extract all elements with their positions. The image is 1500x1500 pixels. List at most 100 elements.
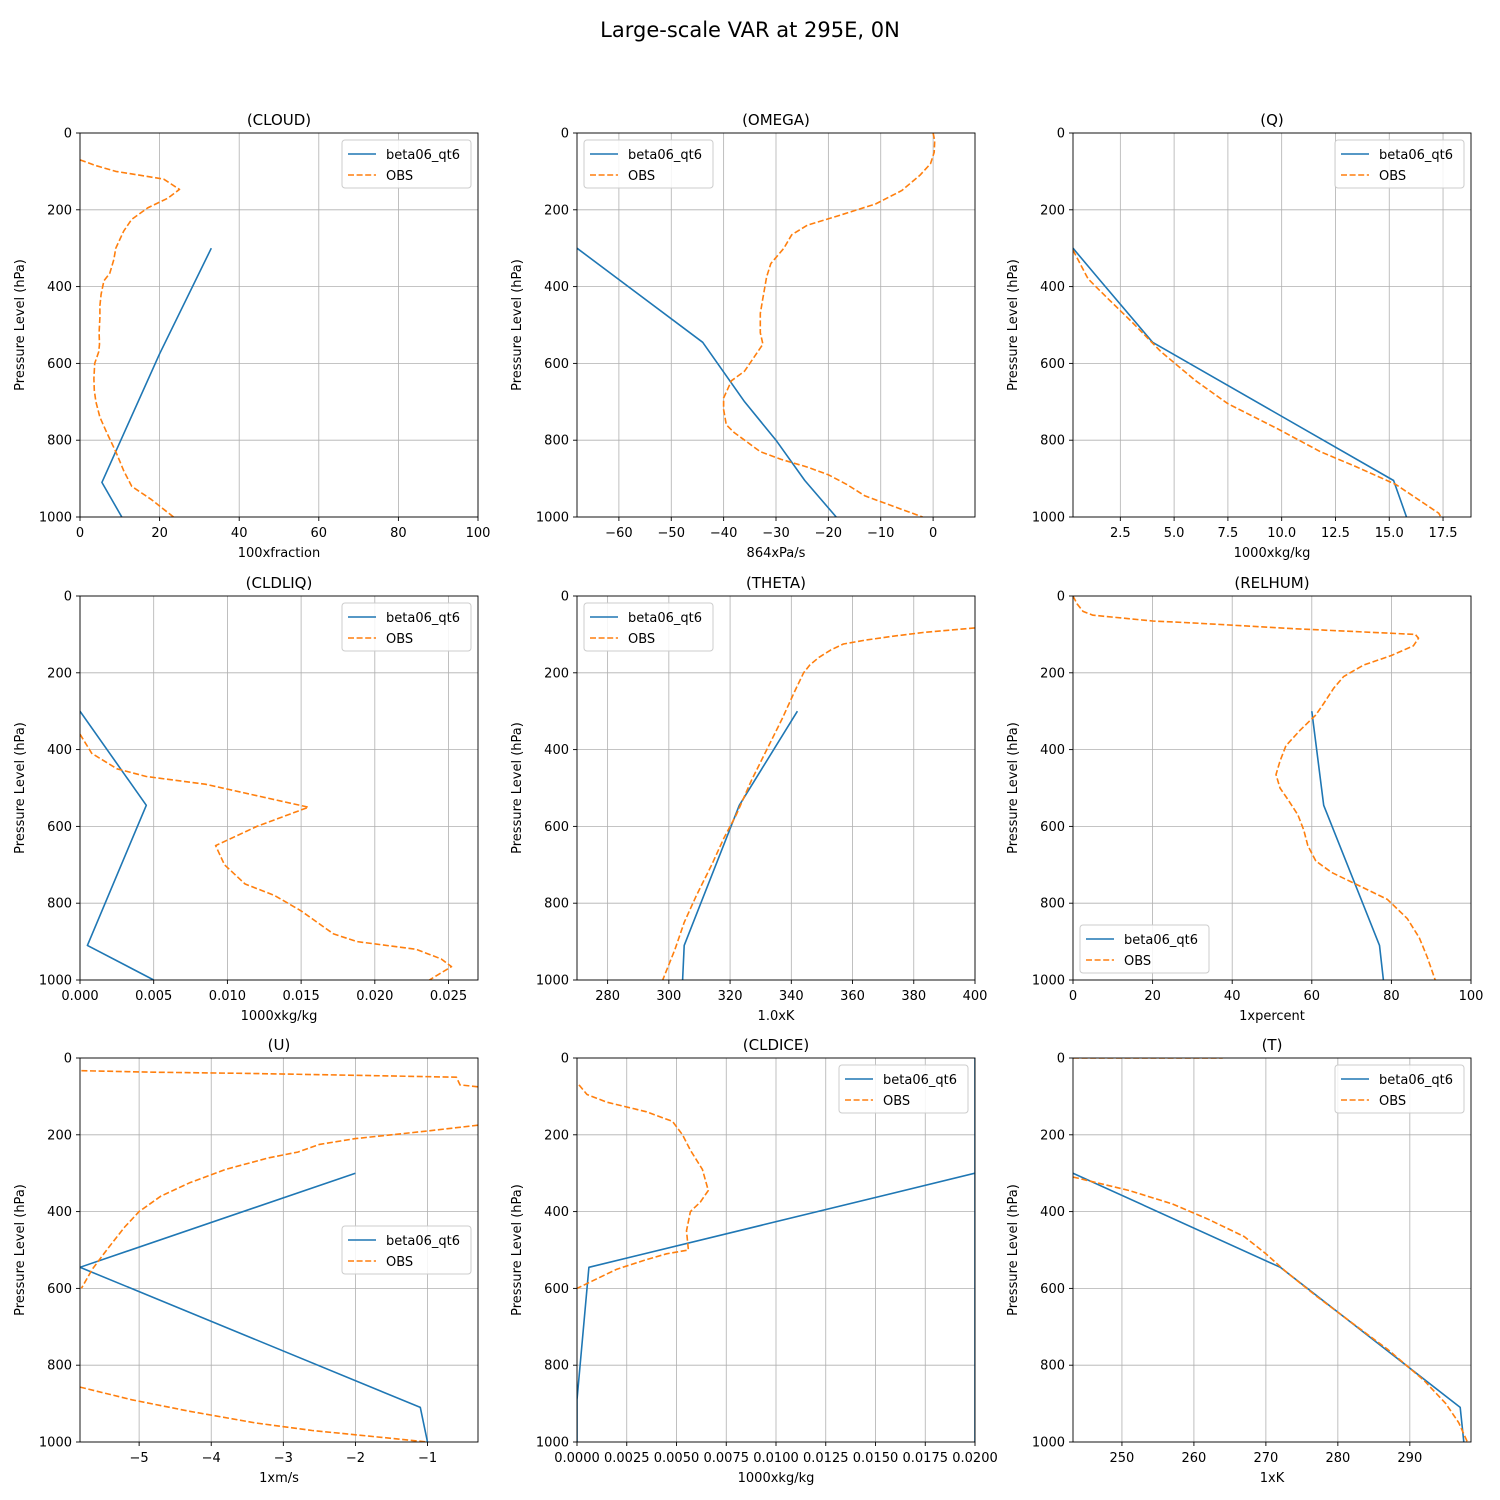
obs-series-line — [1073, 596, 1436, 980]
x-tick-label: 0 — [76, 526, 84, 541]
x-tick-label: 340 — [779, 989, 804, 1004]
axes-frame — [79, 132, 479, 518]
y-axis-label: Pressure Level (hPa) — [1006, 1184, 1021, 1316]
y-tick-label: 600 — [1040, 357, 1065, 372]
subplot-q: 2.5 5.0 7.5 10.0 12.5 15.0 17.5 0 200 400 600 800 10… — [1006, 111, 1472, 561]
legend-label: OBS — [1379, 169, 1406, 184]
series-group — [80, 1069, 478, 1442]
x-tick-label: 0.0075 — [704, 1451, 750, 1466]
y-tick-label: 400 — [544, 743, 569, 758]
y-tick-label: 200 — [47, 666, 72, 681]
model-series-line — [1311, 711, 1385, 980]
x-tick-label: −60 — [605, 526, 632, 541]
axes-frame — [79, 1057, 479, 1443]
legend-label: beta06_qt6 — [1124, 933, 1198, 948]
axes-frame — [576, 595, 976, 981]
y-tick-label: 1000 — [39, 974, 72, 989]
legend: beta06_qt6 OBS — [1334, 1064, 1465, 1114]
obs-series-line — [80, 1386, 428, 1442]
x-tick-label: 260 — [1181, 1451, 1206, 1466]
y-axis-label: Pressure Level (hPa) — [13, 722, 28, 854]
subplot-grid: 0 20 40 60 80 10002004006008001000(CLOUD)100x… — [13, 111, 1483, 1486]
y-tick-label: 1000 — [1032, 511, 1065, 526]
x-tick-label: −3 — [274, 1451, 293, 1466]
series-group — [80, 159, 213, 517]
legend: beta06_qt6 OBS — [341, 1225, 472, 1275]
subplot-title: (T) — [1262, 1036, 1283, 1054]
obs-series-line — [661, 627, 975, 980]
legend-box — [341, 1225, 472, 1275]
x-tick-label: 17.5 — [1429, 526, 1458, 541]
y-axis-label: Pressure Level (hPa) — [1006, 722, 1021, 854]
y-tick-label: 1000 — [536, 1436, 569, 1451]
x-tick-label: 2.5 — [1110, 526, 1131, 541]
obs-series-line — [81, 1069, 478, 1088]
y-tick-label: 400 — [1040, 743, 1065, 758]
x-tick-label: 0.005 — [135, 989, 172, 1004]
y-tick-label: 1000 — [536, 974, 569, 989]
x-tick-label: 250 — [1110, 1451, 1135, 1466]
obs-series-line — [80, 1124, 478, 1289]
subplot-omega: −60 −50 −40 −30 −20 −10 0 0 200 400 600 800 1000 (OME… — [510, 111, 976, 561]
y-tick-label: 1000 — [39, 511, 72, 526]
x-tick-label: 290 — [1397, 1451, 1422, 1466]
x-tick-label: 5.0 — [1164, 526, 1185, 541]
x-tick-label: −1 — [418, 1451, 437, 1466]
y-axis-label: Pressure Level (hPa) — [510, 259, 525, 391]
x-tick-label: −2 — [346, 1451, 365, 1466]
series-group — [1073, 1058, 1469, 1442]
obs-series-line — [80, 159, 181, 517]
obs-series-line — [80, 733, 453, 980]
legend: beta06_qt6 OBS — [583, 139, 714, 189]
x-tick-label: 0.0175 — [903, 1451, 949, 1466]
y-tick-label: 800 — [544, 1359, 569, 1374]
y-tick-label: 800 — [47, 1359, 72, 1374]
legend-label: beta06_qt6 — [628, 148, 702, 163]
x-tick-label: 60 — [311, 526, 328, 541]
axes-frame — [1072, 595, 1472, 981]
model-series-line — [1073, 247, 1408, 517]
x-tick-label: 0.0100 — [753, 1451, 799, 1466]
x-axis-label: 1xpercent — [1239, 1009, 1305, 1024]
legend-label: beta06_qt6 — [386, 1234, 460, 1249]
legend: beta06_qt6 OBS — [1334, 139, 1465, 189]
obs-series-line — [577, 1084, 710, 1290]
y-tick-label: 400 — [544, 1205, 569, 1220]
legend: beta06_qt6 OBS — [341, 139, 472, 189]
x-tick-label: 0.025 — [430, 989, 467, 1004]
y-tick-label: 200 — [1040, 666, 1065, 681]
x-tick-label: 360 — [840, 989, 865, 1004]
subplot-cldliq: 0.000 0.005 0.010 0.015 0.020 0.025 0 200 400 600… — [13, 574, 479, 1024]
x-tick-label: 0.0125 — [803, 1451, 849, 1466]
axes-frame — [1072, 132, 1472, 518]
legend-box — [1334, 139, 1465, 189]
legend-label: beta06_qt6 — [628, 611, 702, 626]
x-tick-label: −40 — [710, 526, 737, 541]
legend: beta06_qt6 OBS — [838, 1064, 969, 1114]
y-tick-label: 600 — [544, 357, 569, 372]
figure-title: Large-scale VAR at 295E, 0N — [600, 18, 900, 42]
x-axis-label: 1xm/s — [259, 1471, 299, 1486]
y-tick-label: 1000 — [1032, 1436, 1065, 1451]
x-tick-label: 0.0050 — [654, 1451, 700, 1466]
legend-box — [341, 139, 472, 189]
x-axis-label: 1xK — [1260, 1471, 1285, 1486]
x-tick-label: 270 — [1253, 1451, 1278, 1466]
y-tick-label: 200 — [47, 1128, 72, 1143]
y-tick-label: 200 — [544, 1128, 569, 1143]
x-tick-label: 0.020 — [356, 989, 393, 1004]
legend: beta06_qt6 OBS — [341, 602, 472, 652]
y-tick-label: 600 — [47, 820, 72, 835]
x-tick-label: 20 — [151, 526, 168, 541]
y-tick-label: 400 — [544, 280, 569, 295]
x-tick-label: −10 — [867, 526, 894, 541]
x-tick-label: 40 — [231, 526, 248, 541]
legend-box — [1334, 1064, 1465, 1114]
subplot-relhum: 0 20 40 60 80 10002004006008001000(RELHUM)1xp… — [1006, 574, 1483, 1024]
x-tick-label: 0 — [1069, 989, 1077, 1004]
x-axis-label: 1000xkg/kg — [241, 1009, 318, 1024]
y-tick-label: 800 — [47, 897, 72, 912]
legend-label: beta06_qt6 — [1379, 148, 1453, 163]
subplot-cloud: 0 20 40 60 80 10002004006008001000(CLOUD)100x… — [13, 111, 490, 561]
obs-series-line — [1073, 249, 1442, 517]
